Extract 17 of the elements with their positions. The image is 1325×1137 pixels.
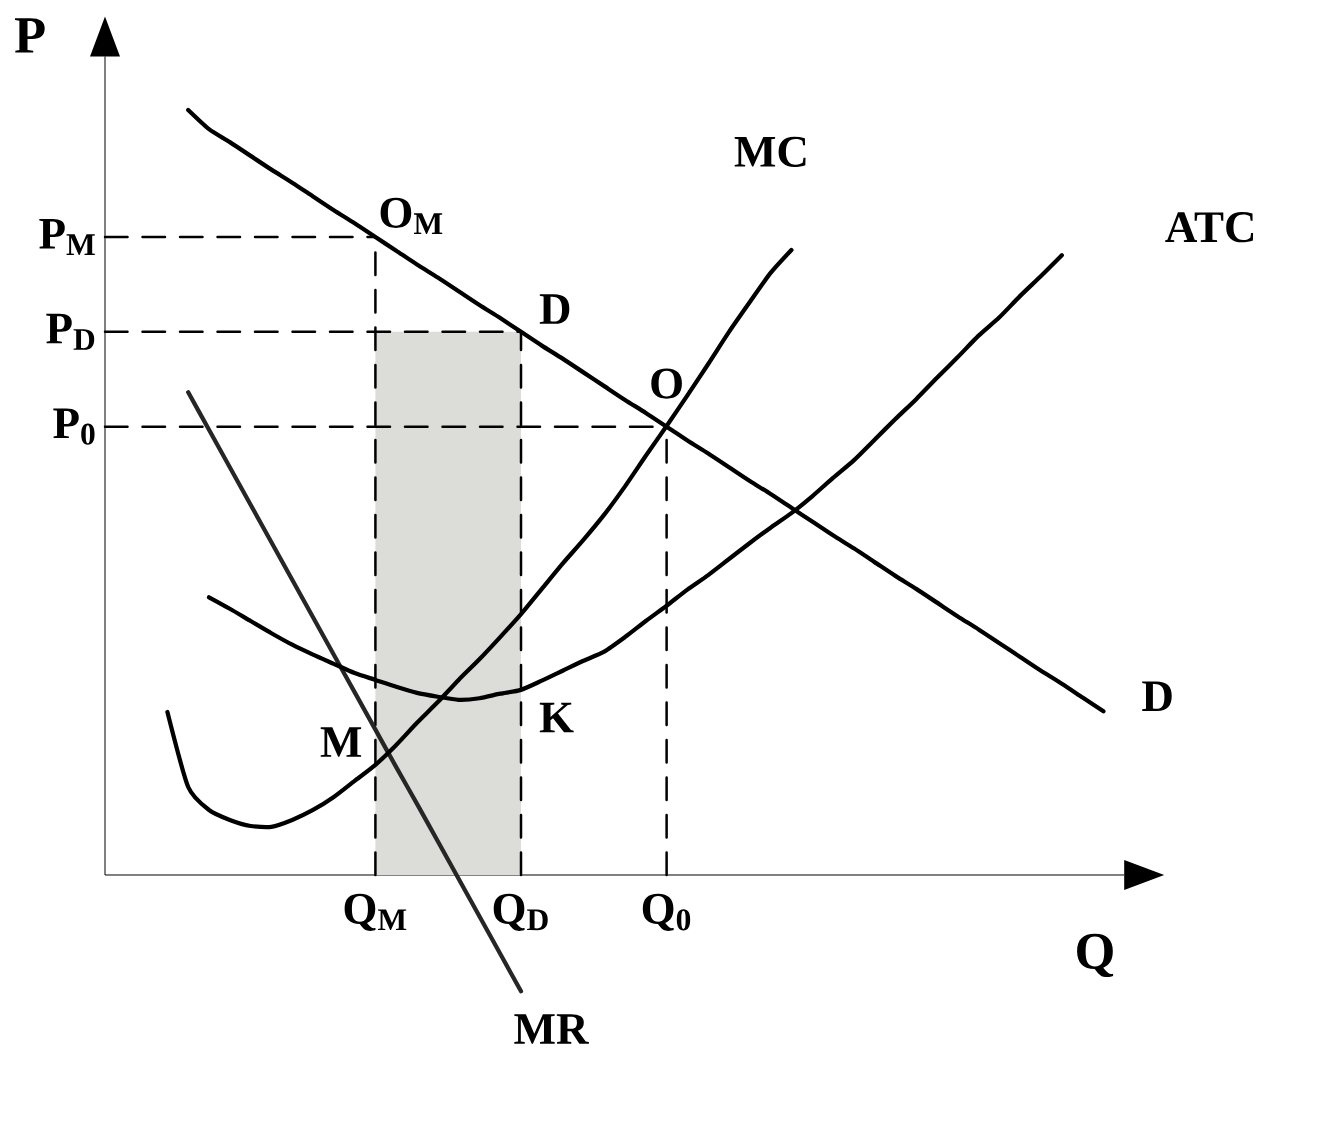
annotation: K <box>539 702 574 733</box>
series-label: MR <box>514 1014 589 1044</box>
x-tick-label: Q$_{M}$ <box>344 893 407 931</box>
annotation: D <box>539 294 570 324</box>
y-axis-title: P <box>15 18 45 53</box>
annotation: M <box>320 727 362 757</box>
x-tick-label: Q$_{D}$ <box>493 893 548 931</box>
annotation: O$_{M}$ <box>380 197 443 234</box>
series-label: P$_{0}$ <box>53 408 95 445</box>
series-label: D <box>1142 681 1172 712</box>
series-label: P$_{D}$ <box>46 313 95 350</box>
text: ATC <box>1165 212 1254 243</box>
series-label: MC <box>734 136 806 167</box>
annotation: O <box>651 368 682 399</box>
x-axis-title: Q <box>1077 933 1114 978</box>
series-label: P$_{M}$ <box>39 218 95 255</box>
x-tick-label: Q$_{0}$ <box>642 893 691 931</box>
